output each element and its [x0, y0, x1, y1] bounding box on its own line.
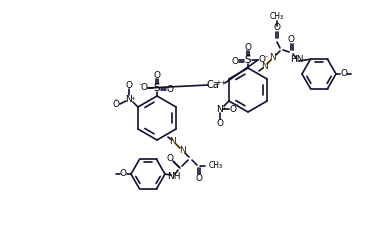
- Text: ⁻: ⁻: [264, 55, 268, 61]
- Text: O: O: [119, 169, 127, 178]
- Text: HN: HN: [290, 55, 304, 64]
- Text: O: O: [125, 81, 133, 89]
- Text: CH₃: CH₃: [209, 161, 223, 170]
- Text: ++: ++: [215, 80, 227, 86]
- Text: +: +: [131, 96, 135, 101]
- Text: O: O: [288, 35, 295, 44]
- Text: O: O: [166, 153, 174, 163]
- Text: Ca: Ca: [207, 80, 219, 90]
- Text: ⁻: ⁻: [114, 99, 117, 104]
- Text: N: N: [270, 53, 276, 62]
- Text: O: O: [231, 57, 239, 66]
- Text: O: O: [195, 174, 202, 183]
- Text: O: O: [112, 100, 119, 109]
- Text: O: O: [154, 71, 160, 79]
- Text: N: N: [179, 146, 185, 155]
- Text: O: O: [258, 55, 266, 64]
- Text: +: +: [222, 106, 226, 111]
- Text: O: O: [340, 69, 347, 78]
- Text: CH₃: CH₃: [270, 12, 284, 21]
- Text: O: O: [217, 118, 223, 128]
- Text: NH: NH: [167, 172, 181, 180]
- Text: N: N: [169, 137, 176, 146]
- Text: O: O: [244, 42, 252, 52]
- Text: N: N: [125, 94, 132, 104]
- Text: ⁻: ⁻: [235, 104, 239, 109]
- Text: O: O: [230, 104, 236, 114]
- Text: N: N: [217, 104, 223, 114]
- Text: S: S: [154, 83, 160, 93]
- Text: S: S: [245, 55, 251, 65]
- Text: O: O: [274, 23, 280, 32]
- Text: N: N: [261, 62, 268, 72]
- Text: O: O: [166, 84, 174, 94]
- Text: ⁻: ⁻: [138, 83, 142, 89]
- Text: O: O: [141, 84, 147, 92]
